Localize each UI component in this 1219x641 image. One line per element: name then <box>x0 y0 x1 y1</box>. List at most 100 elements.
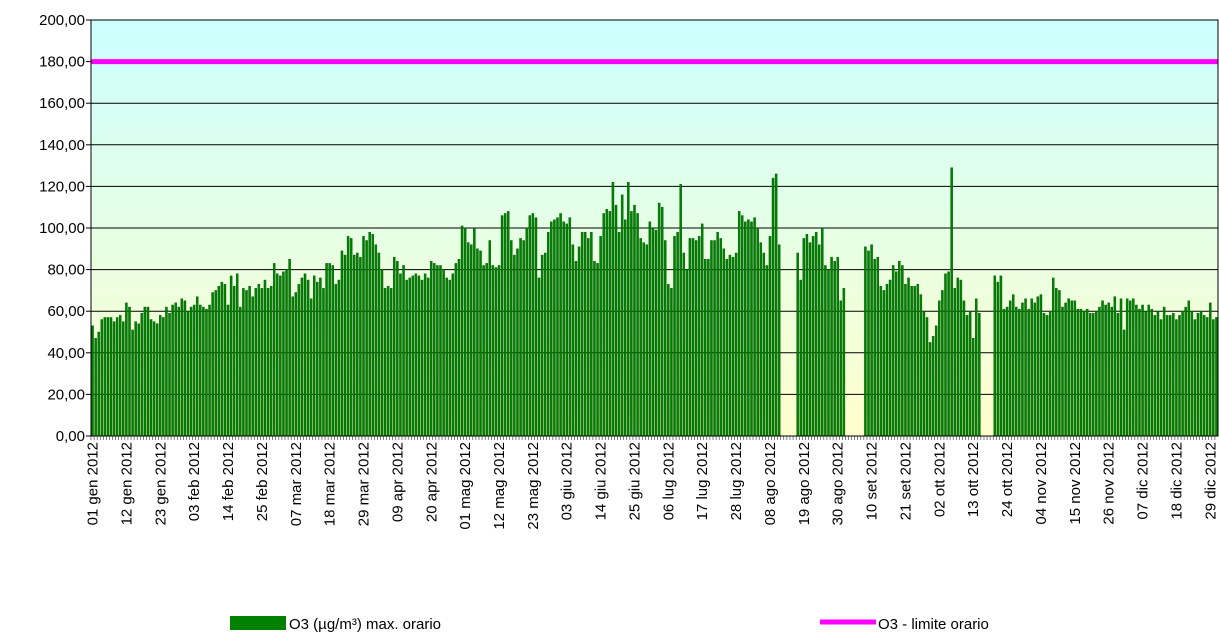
bar <box>796 252 799 437</box>
bar <box>596 263 599 437</box>
bar <box>1042 313 1046 437</box>
bar <box>134 321 137 437</box>
bar <box>125 302 128 437</box>
bar <box>208 304 211 437</box>
bar <box>1110 306 1114 437</box>
bar <box>457 259 461 437</box>
bar <box>417 275 421 437</box>
bar <box>827 269 830 437</box>
bar <box>476 248 479 437</box>
bar <box>1209 302 1212 437</box>
bar <box>654 229 658 437</box>
bar <box>959 279 963 437</box>
bar <box>1052 277 1055 437</box>
x-tick-label: 14 feb 2012 <box>220 442 237 521</box>
bar <box>1184 306 1187 437</box>
bar <box>605 209 609 437</box>
bar <box>195 296 199 437</box>
bar <box>894 271 898 437</box>
bar <box>1150 308 1154 437</box>
bar <box>1030 298 1033 437</box>
bar <box>309 298 313 437</box>
bar <box>556 217 559 437</box>
bar <box>454 263 458 437</box>
x-tick-label: 03 feb 2012 <box>186 442 203 521</box>
bar <box>710 240 713 437</box>
bar <box>365 240 368 437</box>
x-tick-label: 30 ago 2012 <box>830 442 847 525</box>
bar <box>1135 304 1138 437</box>
y-tick-label: 40,00 <box>47 345 85 362</box>
bar <box>682 252 685 437</box>
bar <box>94 338 97 437</box>
bar <box>562 221 565 437</box>
bar <box>664 240 667 437</box>
bar <box>904 283 907 437</box>
bar <box>180 298 184 437</box>
bar <box>466 242 470 437</box>
plot-border <box>90 19 1219 437</box>
bar <box>1082 311 1086 437</box>
bar <box>494 267 498 437</box>
bar <box>571 244 575 437</box>
bar <box>463 227 467 437</box>
bar <box>522 240 525 437</box>
bar <box>328 263 331 437</box>
bar <box>149 319 153 437</box>
bar <box>731 256 735 437</box>
bar <box>1076 308 1080 437</box>
bar <box>322 288 325 437</box>
bar <box>741 215 744 437</box>
bar <box>146 306 150 437</box>
bar <box>728 254 732 437</box>
bar <box>383 288 387 437</box>
bar <box>574 261 578 437</box>
bar <box>1147 304 1150 437</box>
bar <box>799 279 803 437</box>
x-tick-label: 23 mag 2012 <box>525 442 542 530</box>
bar <box>531 213 535 437</box>
bar <box>525 227 528 437</box>
bar <box>777 244 781 437</box>
bar <box>577 246 581 437</box>
bar <box>279 275 282 437</box>
bar <box>211 292 214 437</box>
x-tick-label: 12 mag 2012 <box>491 442 508 530</box>
bar <box>119 315 122 437</box>
bar <box>762 252 766 437</box>
bar <box>115 317 119 437</box>
bar <box>1055 288 1058 437</box>
bar <box>747 219 750 437</box>
bar <box>263 279 267 437</box>
bar <box>559 213 562 437</box>
bar <box>568 217 572 437</box>
bar <box>294 292 298 437</box>
bar <box>824 265 827 437</box>
y-tick-label: 60,00 <box>47 303 85 320</box>
bar <box>916 283 920 437</box>
bar <box>519 238 522 437</box>
bar <box>137 323 140 437</box>
bar <box>162 317 165 437</box>
bar <box>500 215 504 437</box>
bar <box>888 279 892 437</box>
bar <box>1015 306 1018 437</box>
bar <box>405 279 408 437</box>
bar <box>630 211 633 437</box>
bar <box>657 202 661 437</box>
bar <box>97 331 100 437</box>
bar <box>947 271 950 437</box>
bar <box>580 231 584 437</box>
bar <box>771 177 775 437</box>
bar <box>516 248 519 437</box>
bar <box>171 304 174 437</box>
bar <box>325 263 328 437</box>
bar <box>183 300 187 437</box>
bar <box>411 275 415 437</box>
bar <box>1116 313 1120 437</box>
x-tick-label: 24 ott 2012 <box>999 442 1016 517</box>
y-tick-label: 120,00 <box>39 178 85 195</box>
bar <box>1002 308 1006 437</box>
bar <box>214 290 217 437</box>
bar <box>587 238 590 437</box>
